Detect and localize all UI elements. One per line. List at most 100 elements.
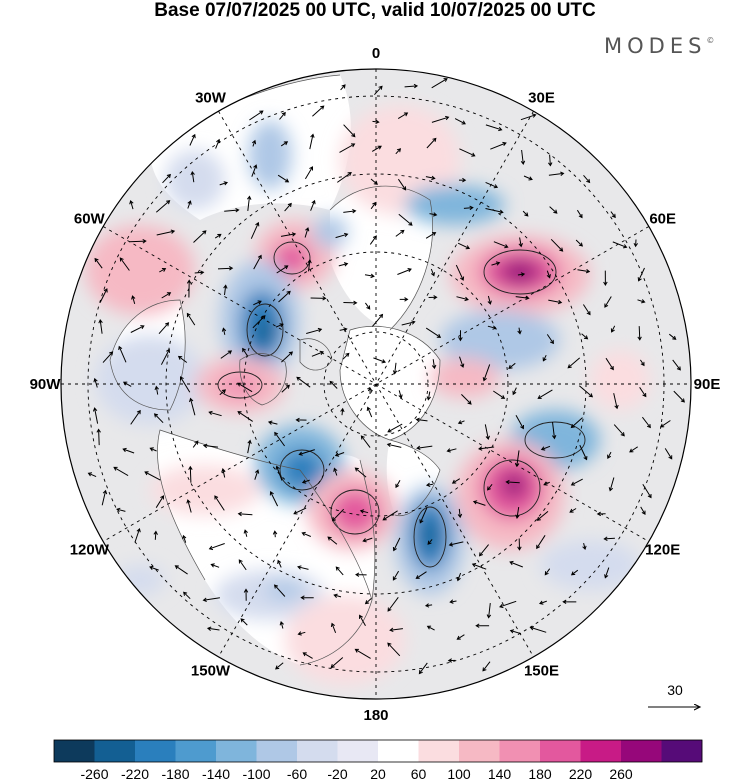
wind-arrow — [202, 443, 219, 449]
colorbar-tick-label: 180 — [528, 766, 552, 782]
wind-arrow — [562, 599, 577, 605]
wind-arrow — [333, 593, 342, 598]
wind-arrow — [243, 588, 249, 601]
wind-arrow — [215, 138, 221, 149]
wind-arrow — [548, 299, 563, 305]
wind-arrow — [219, 389, 227, 396]
meridian-label: 90E — [694, 376, 721, 393]
wind-arrow — [392, 570, 400, 581]
wind-arrow — [101, 489, 108, 506]
wind-arrow — [366, 406, 373, 418]
wind-arrow — [217, 266, 234, 271]
wind-arrow — [342, 352, 350, 360]
wind-arrow — [337, 172, 352, 183]
wind-arrow — [418, 662, 428, 675]
wind-arrow — [517, 327, 522, 335]
anomaly-contours — [217, 241, 586, 568]
wind-arrow — [370, 178, 378, 185]
wind-arrow — [131, 295, 136, 305]
wind-arrow — [343, 208, 357, 214]
wind-arrow — [596, 511, 606, 517]
wind-arrow — [610, 211, 616, 219]
wind-arrow — [459, 148, 476, 157]
wind-arrow — [546, 270, 551, 279]
wind-arrow — [398, 213, 413, 226]
meridian-label: 150E — [524, 663, 559, 680]
graticule — [61, 69, 691, 699]
wind-arrow — [277, 174, 290, 183]
wind-arrow — [276, 265, 289, 274]
wind-arrow — [639, 359, 645, 367]
wind-arrow — [429, 212, 438, 217]
wind-arrow — [293, 507, 307, 515]
wind-arrow — [639, 387, 647, 398]
wind-arrow — [660, 420, 671, 428]
colorbar-swatch — [661, 740, 703, 762]
wind-arrow — [116, 507, 126, 513]
wind-arrow — [298, 449, 315, 456]
wind-arrow — [312, 105, 325, 117]
wind-arrow — [296, 376, 311, 388]
wind-arrow — [425, 232, 437, 239]
wind-arrow — [87, 472, 97, 478]
wind-arrow — [153, 413, 164, 424]
wind-arrow — [479, 544, 489, 557]
wind-arrow — [160, 348, 170, 365]
logo-text: MODES — [604, 34, 707, 58]
wind-arrow — [362, 537, 373, 543]
wind-arrow — [354, 467, 367, 478]
wind-arrow — [426, 625, 435, 631]
wind-arrow — [382, 510, 398, 521]
wind-arrow — [304, 166, 313, 180]
wind-arrow — [490, 141, 507, 150]
wind-arrow — [247, 195, 252, 211]
wind-arrow — [499, 600, 517, 609]
wind-arrow — [582, 542, 587, 551]
wind-arrow — [424, 603, 433, 608]
wind-arrow — [529, 626, 547, 633]
wind-arrow — [354, 648, 371, 659]
wind-arrow — [537, 389, 553, 399]
wind-arrow — [279, 111, 286, 120]
wind-arrow — [182, 534, 187, 543]
wind-arrow — [155, 200, 171, 213]
wind-arrow — [425, 175, 436, 181]
wind-arrow — [472, 500, 486, 506]
wind-arrow — [158, 322, 170, 335]
wind-arrow — [250, 221, 260, 239]
wind-arrow — [604, 296, 612, 308]
wind-arrow — [156, 229, 176, 236]
wind-arrow — [186, 499, 192, 513]
arctic-ocean-pacific-side — [330, 186, 433, 330]
wind-arrow — [431, 78, 448, 89]
wind-arrow — [395, 148, 402, 155]
wind-arrow — [425, 482, 433, 488]
wind-arrow — [642, 416, 651, 429]
wind-arrow — [208, 410, 222, 417]
wind-arrow — [457, 420, 465, 425]
wind-arrow — [673, 390, 685, 403]
wind-arrow — [604, 567, 610, 579]
wind-arrow — [485, 124, 503, 132]
wind-arrow — [570, 417, 583, 429]
colorbar-swatch — [418, 740, 460, 762]
colorbar-frame — [53, 739, 703, 763]
wind-arrow — [330, 657, 344, 669]
wind-arrow — [338, 262, 349, 267]
modes-logo: MODES© — [604, 34, 714, 58]
wind-arrow — [459, 356, 465, 368]
wind-arrow — [275, 662, 284, 670]
wind-arrow — [395, 229, 405, 237]
wind-arrow — [491, 261, 501, 266]
wind-arrow — [122, 447, 135, 454]
wind-arrow — [300, 595, 314, 600]
wind-arrow — [548, 171, 565, 176]
wind-arrow — [279, 620, 284, 629]
wind-arrow — [581, 333, 589, 340]
wind-arrow — [206, 626, 220, 631]
wind-arrow — [360, 435, 371, 448]
wind-arrow — [637, 326, 642, 341]
wind-arrow — [273, 584, 286, 597]
wind-arrow — [134, 527, 141, 543]
